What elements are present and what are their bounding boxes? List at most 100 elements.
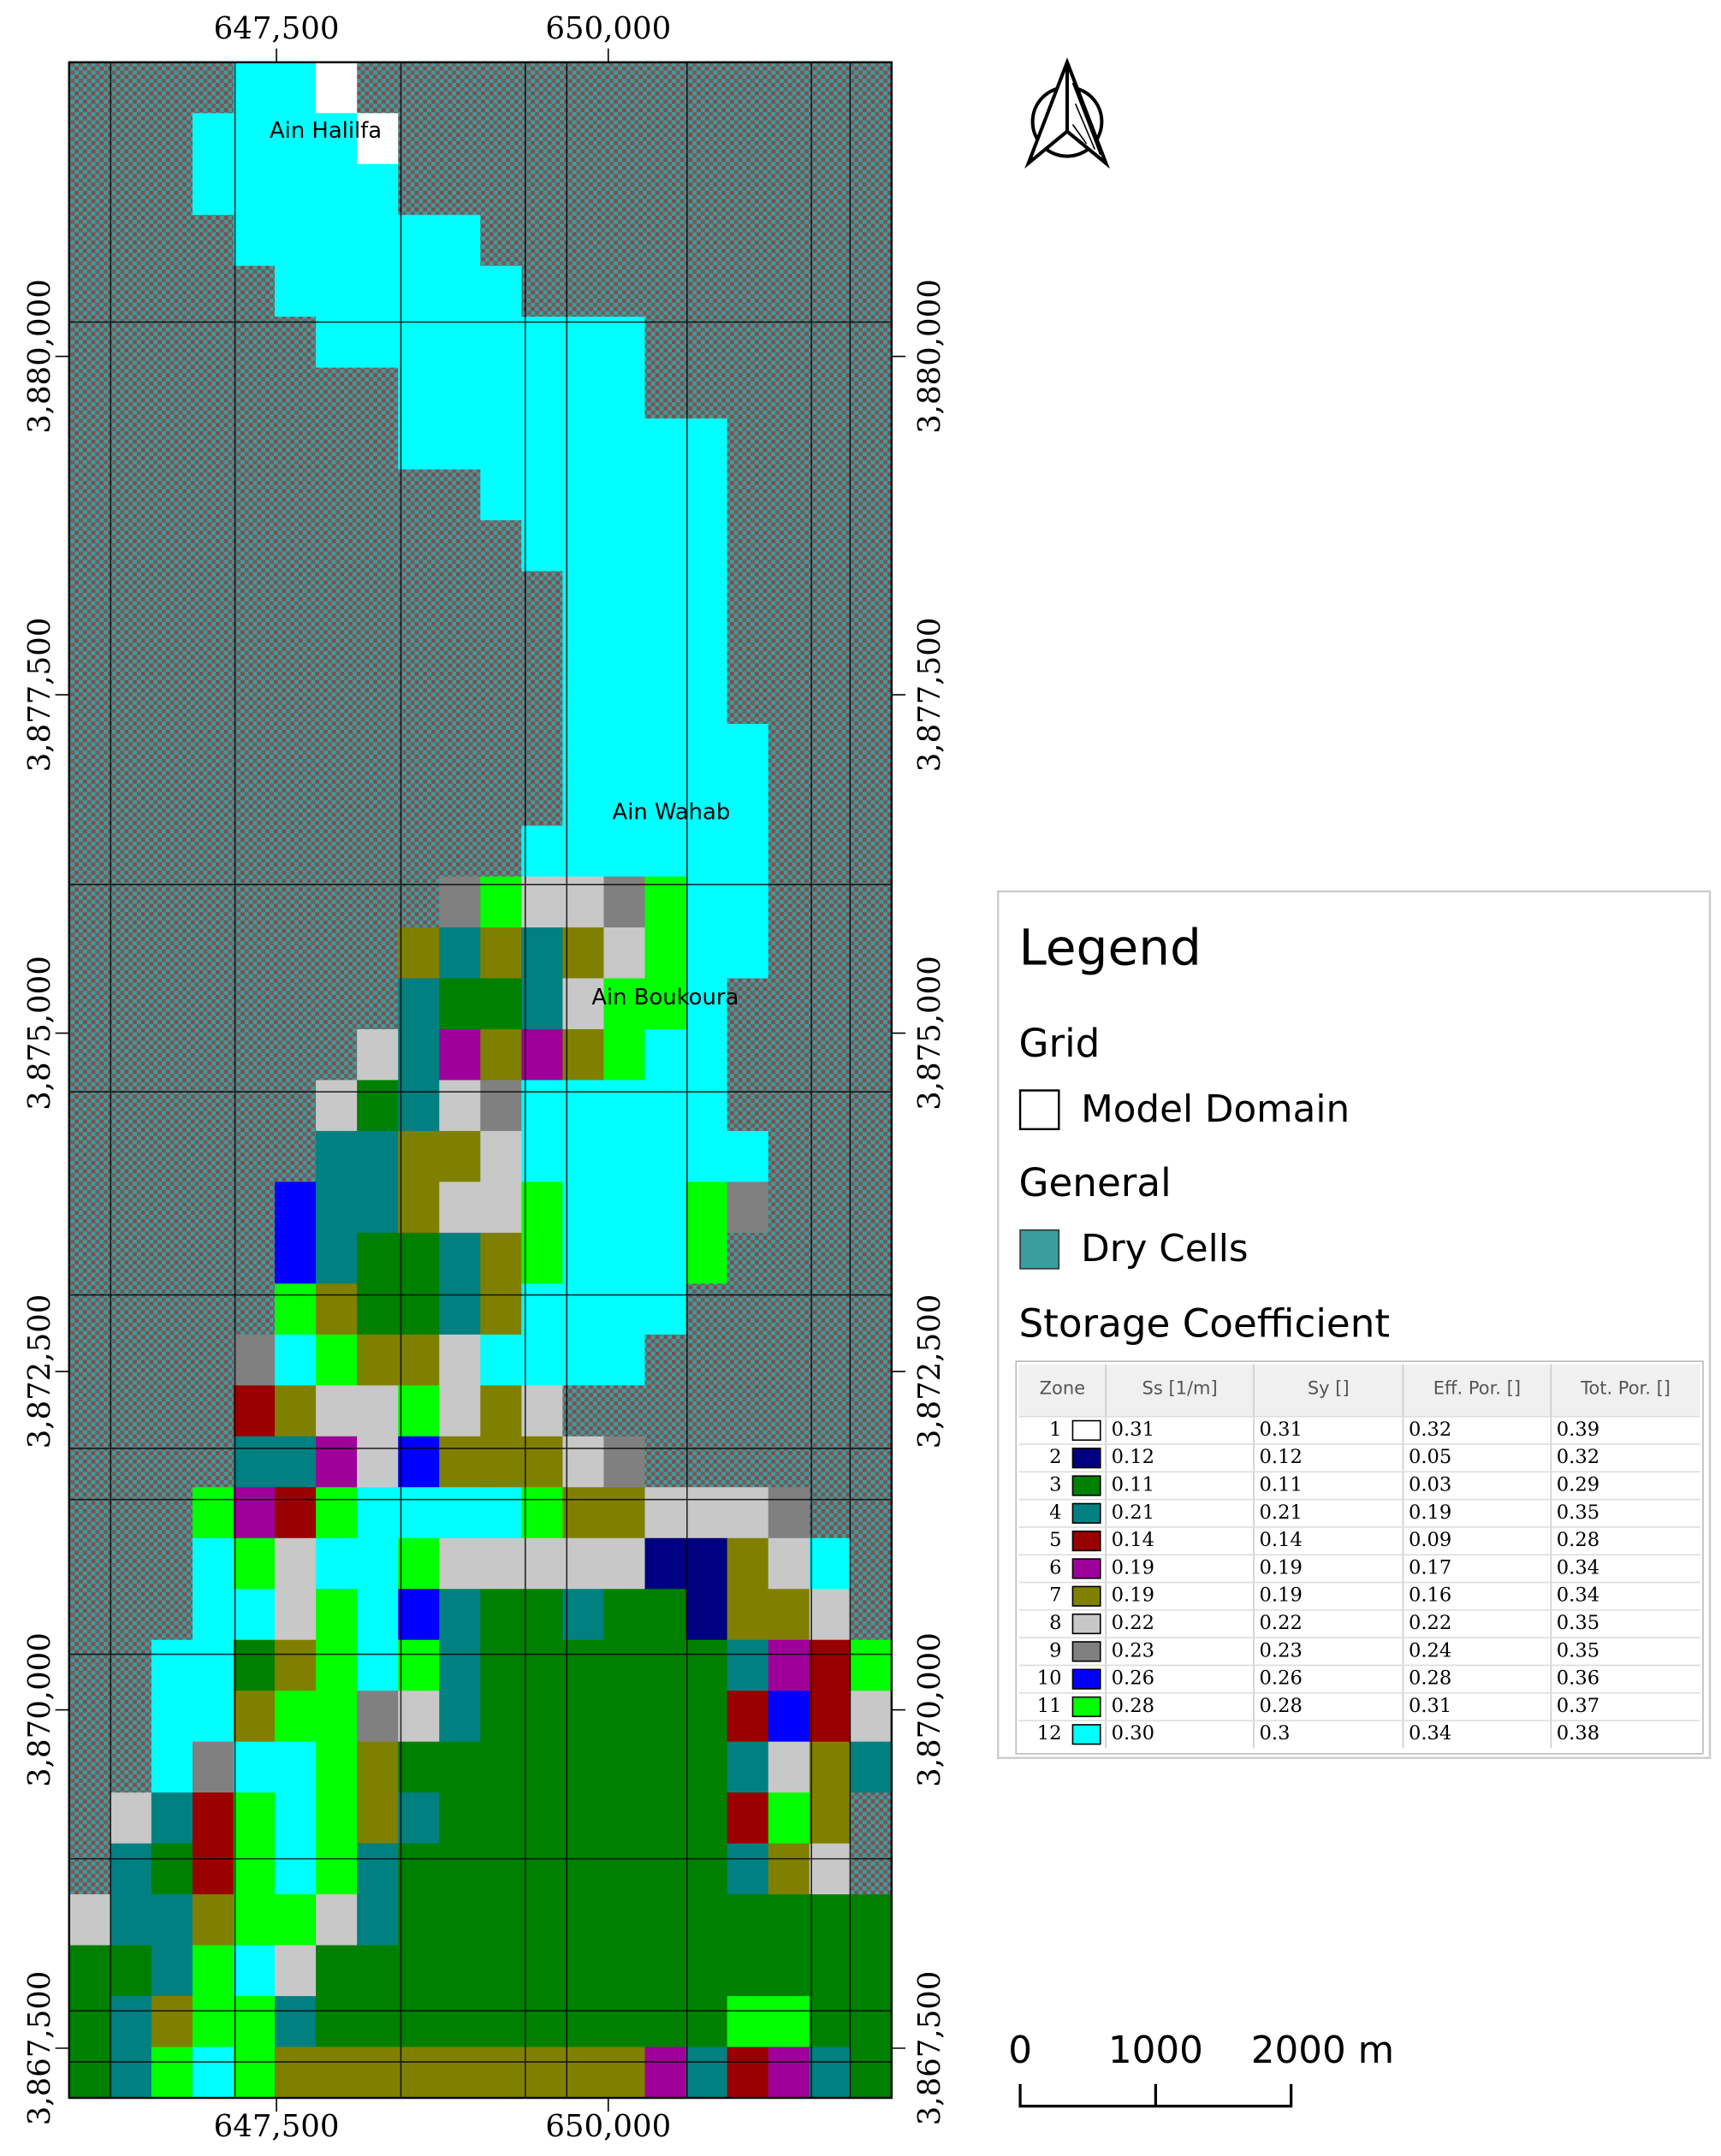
cell (439, 1232, 481, 1284)
cell (275, 978, 317, 1030)
cell (685, 571, 728, 623)
cell (192, 1945, 234, 1997)
cell (850, 1385, 893, 1437)
cell (357, 978, 399, 1030)
cell (68, 520, 111, 572)
cell (110, 520, 152, 572)
cell (480, 2046, 523, 2099)
cell (809, 62, 852, 114)
cell (603, 1130, 646, 1183)
cell (110, 113, 152, 165)
cell (110, 1843, 152, 1895)
cell (316, 418, 358, 471)
cell (727, 571, 769, 623)
cell (357, 1792, 399, 1845)
cell (316, 317, 358, 369)
cell (357, 1537, 399, 1590)
cell (439, 1182, 481, 1234)
cell (398, 469, 440, 521)
cell (521, 1589, 564, 1641)
cell (685, 265, 728, 317)
cell (644, 163, 687, 216)
cell (850, 2046, 893, 2099)
cell (110, 774, 152, 826)
cell (110, 2046, 152, 2099)
cell (768, 367, 810, 419)
table-cell: 0.14 (1260, 1529, 1303, 1551)
cell (603, 367, 646, 419)
cell (151, 774, 193, 826)
cell (521, 1639, 564, 1691)
cell (562, 774, 605, 826)
cell (68, 317, 111, 369)
cell (192, 62, 234, 114)
cell (727, 1691, 769, 1743)
cell (850, 1028, 893, 1081)
cell (685, 1283, 728, 1336)
cell (110, 1894, 152, 1946)
cell (727, 774, 769, 826)
cell (768, 1691, 810, 1743)
cell (727, 1283, 769, 1336)
cell (275, 367, 317, 419)
cell (233, 826, 276, 878)
cell (480, 1537, 523, 1590)
cell (685, 1487, 728, 1539)
cell (275, 62, 317, 114)
cell (233, 113, 276, 165)
cell (644, 1130, 687, 1183)
table-cell: 0.26 (1112, 1667, 1154, 1690)
cell (316, 1182, 358, 1234)
cell (727, 1385, 769, 1437)
cell (768, 1894, 810, 1946)
cell (192, 1487, 234, 1539)
cell (809, 1080, 852, 1132)
cell (603, 1182, 646, 1234)
cell (233, 1589, 276, 1641)
cell (562, 367, 605, 419)
table-cell: 0.34 (1557, 1584, 1599, 1607)
cell (685, 1080, 728, 1132)
cell (439, 163, 481, 216)
cell (809, 1589, 852, 1641)
cell (275, 724, 317, 776)
cell (644, 1028, 687, 1081)
cell (275, 520, 317, 572)
table-cell: 0.35 (1557, 1612, 1599, 1634)
cell (151, 215, 193, 267)
cell (357, 113, 399, 165)
cell (151, 978, 193, 1030)
cell (275, 1843, 317, 1895)
table-cell: 0.12 (1260, 1446, 1303, 1468)
cell (151, 62, 193, 114)
storage-table: Zone Ss [1/m] Sy [] Eff. Por. [] Tot. Por. [… (1015, 1360, 1704, 1755)
cell (68, 1741, 111, 1793)
cell (110, 1792, 152, 1845)
cell (275, 469, 317, 521)
cell (685, 113, 728, 165)
table-cell: 0.09 (1409, 1529, 1451, 1551)
cell (685, 1945, 728, 1997)
y-tick-label: 3,872,500 (912, 1294, 947, 1449)
cell (357, 317, 399, 369)
cell (562, 1232, 605, 1284)
cell (685, 215, 728, 267)
cell (644, 2046, 687, 2099)
cell (644, 1996, 687, 2048)
cell (110, 1334, 152, 1386)
zone-swatch (1071, 1613, 1101, 1635)
cell (850, 62, 893, 114)
cell (480, 1894, 523, 1946)
cell (192, 724, 234, 776)
cell (562, 163, 605, 216)
cell (357, 1334, 399, 1386)
cell (233, 1436, 276, 1488)
cell (768, 1283, 810, 1336)
cell (603, 1894, 646, 1946)
cell (727, 113, 769, 165)
cell (562, 113, 605, 165)
cell (480, 62, 523, 114)
cell (850, 1283, 893, 1336)
cell (110, 978, 152, 1030)
cell (809, 163, 852, 216)
